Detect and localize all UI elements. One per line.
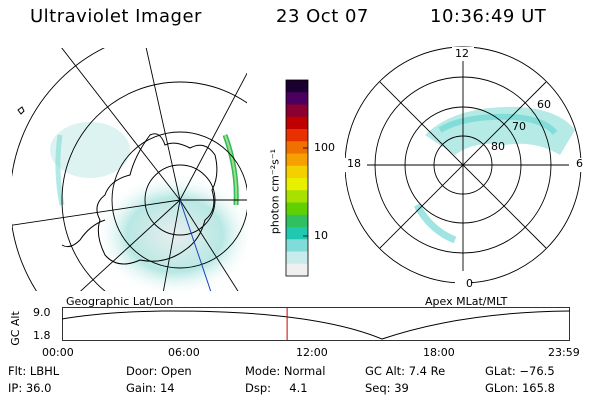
colorbar-swatch (286, 227, 308, 240)
mlat-label-70: 70 (512, 120, 526, 133)
colorbar-swatch (286, 165, 308, 179)
mlt-label-12: 12 (455, 47, 469, 60)
gcalt-info: GC Alt: 7.4 Re (365, 364, 446, 378)
seq-info: Seq: 39 (365, 381, 409, 395)
colorbar-tick-10: 10 (314, 229, 328, 242)
mlat-label-60: 60 (537, 98, 551, 111)
timeline-ytick-low: 1.8 (33, 329, 51, 342)
aurora-band-west (55, 134, 65, 206)
ip-info: IP: 36.0 (8, 381, 52, 395)
meridian (179, 199, 239, 291)
mlt-label-6: 6 (576, 157, 583, 170)
lat-circle (61, 81, 247, 291)
colorbar-swatch (286, 92, 308, 105)
aurora-arc (50, 122, 130, 178)
door-info: Door: Open (126, 364, 192, 378)
aurora-oval-inner (438, 113, 558, 135)
gain-info: Gain: 14 (126, 381, 175, 395)
colorbar-swatch (286, 141, 308, 154)
meridian (145, 48, 181, 201)
colorbar-swatch (286, 129, 308, 142)
meridian (162, 199, 181, 291)
colorbar-swatch (286, 251, 308, 265)
orbit-timeline (62, 307, 571, 341)
timeline-xtick-4: 23:59 (548, 346, 580, 359)
colorbar-swatch (286, 80, 308, 93)
geographic-map (12, 48, 247, 291)
timeline-xtick-3: 18:00 (423, 346, 455, 359)
timeline-xtick-2: 12:00 (296, 346, 328, 359)
colorbar-swatch (286, 104, 308, 118)
timeline-ytick-high: 9.0 (33, 306, 51, 319)
geographic-map-label: Geographic Lat/Lon (66, 295, 174, 308)
timeline-axis-label: GC Alt (8, 311, 22, 346)
dsp-info: Dsp: 4.1 (245, 381, 308, 395)
colorbar-swatch (286, 239, 308, 252)
meridian (61, 48, 181, 201)
colorbar-swatch (286, 116, 308, 130)
timeline-xtick-1: 06:00 (168, 346, 200, 359)
lat-circle (111, 131, 247, 269)
timeline-xtick-0: 00:00 (42, 346, 74, 359)
aurora-dawn (413, 203, 457, 244)
meridian (80, 199, 181, 291)
meridian (12, 199, 181, 226)
mlt-label-18: 18 (347, 157, 361, 170)
colorbar-tick-100: 100 (314, 141, 335, 154)
glon-info: GLon: 165.8 (485, 381, 555, 395)
colorbar-swatch (286, 153, 308, 167)
aurora-glow (95, 173, 247, 291)
coastline-peninsula (61, 219, 106, 248)
apex-map-label: Apex MLat/MLT (425, 295, 508, 308)
colorbar-swatch (286, 214, 308, 228)
mlat-label-80: 80 (491, 140, 505, 153)
colorbar (285, 79, 309, 277)
image-date: 23 Oct 07 (276, 6, 369, 27)
coastline (96, 133, 218, 265)
mlt-label-0: 0 (466, 277, 473, 290)
satellite-track (179, 199, 212, 291)
glat-info: GLat: −76.5 (485, 364, 555, 378)
altitude-curve (62, 310, 571, 340)
filter-info: Flt: LBHL (8, 364, 60, 378)
mode-info: Mode: Normal (245, 364, 326, 378)
aurora-band-east-inner (224, 134, 238, 206)
colorbar-swatch (286, 202, 308, 216)
meridian (179, 72, 247, 201)
island (17, 106, 25, 115)
colorbar-swatch (286, 178, 308, 191)
image-time: 10:36:49 UT (430, 6, 547, 27)
colorbar-unit: photon cm⁻²s⁻¹ (268, 148, 282, 235)
instrument-title: Ultraviolet Imager (30, 6, 202, 27)
colorbar-swatch (286, 190, 308, 203)
colorbar-swatch (286, 263, 308, 277)
mlt-polar-plot (345, 46, 583, 285)
